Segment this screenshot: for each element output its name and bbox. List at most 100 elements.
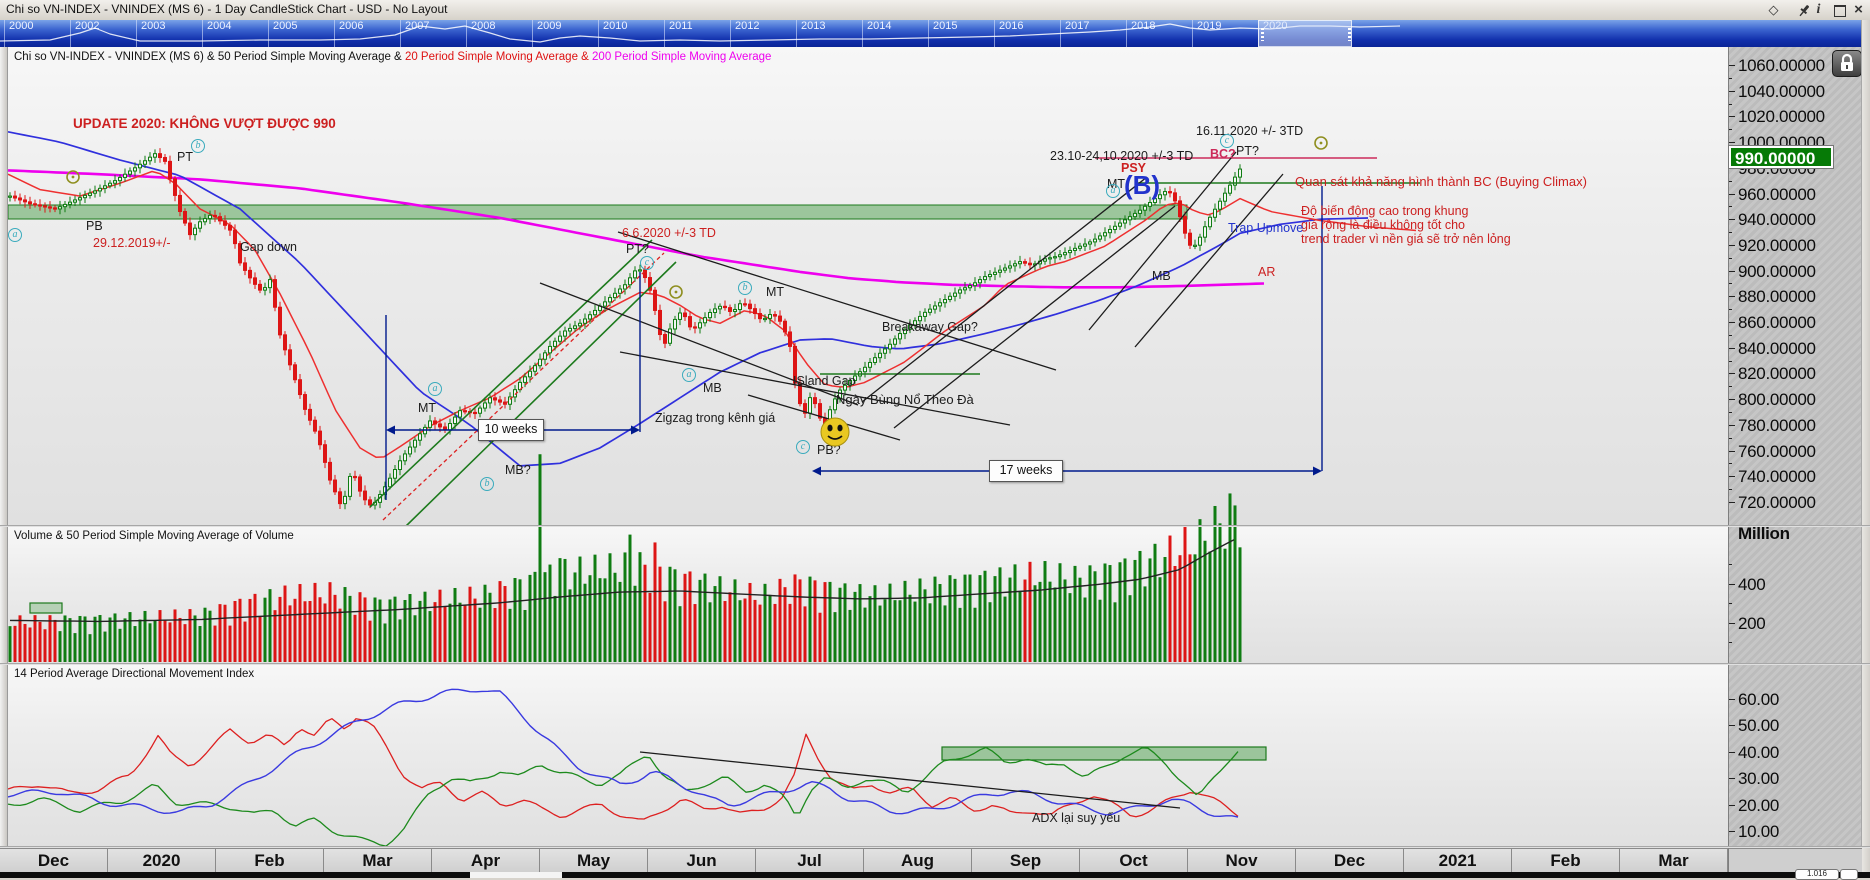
volume-panel[interactable] bbox=[0, 454, 1728, 665]
selection-grip-left[interactable] bbox=[1261, 28, 1264, 41]
axis-tick bbox=[1729, 386, 1732, 388]
navigator-year-2013[interactable]: 2013 bbox=[796, 20, 862, 47]
price-label-740: 740.00000 bbox=[1738, 467, 1816, 487]
navigator-year-2004[interactable]: 2004 bbox=[202, 20, 268, 47]
axis-tick bbox=[1729, 193, 1735, 195]
axis-tick bbox=[1729, 399, 1735, 401]
price-label-780: 780.00000 bbox=[1738, 415, 1816, 435]
adx-label-30.00: 30.00 bbox=[1738, 769, 1780, 789]
date-axis-cell: Mar bbox=[324, 849, 432, 873]
price-label-840: 840.00000 bbox=[1738, 338, 1816, 358]
date-axis-cell: 2021 bbox=[1404, 849, 1512, 873]
date-axis-cell: Oct bbox=[1080, 849, 1188, 873]
price-highlight-990: 990.00000 bbox=[1728, 145, 1834, 169]
axis-tick bbox=[1729, 373, 1735, 375]
year-navigator[interactable]: 2000 2002 2003 2004 2005 2006 2007 2008 2009 2010… bbox=[0, 20, 1870, 48]
price-label-1040: 1040.00000 bbox=[1738, 81, 1825, 101]
date-axis-cell: Apr bbox=[432, 849, 540, 873]
axis-tick bbox=[1729, 725, 1735, 727]
axis-tick bbox=[1729, 347, 1735, 349]
lock-button[interactable] bbox=[1832, 50, 1862, 77]
date-axis-cell: Feb bbox=[216, 849, 324, 873]
adx-label-50.00: 50.00 bbox=[1738, 716, 1780, 736]
date-axis-cell: Feb bbox=[1512, 849, 1620, 873]
navigator-year-2010[interactable]: 2010 bbox=[598, 20, 664, 47]
axis-tick bbox=[1729, 309, 1732, 311]
header-sma200-text: 200 Period Simple Moving Average bbox=[592, 51, 772, 63]
restore-icon[interactable] bbox=[1831, 2, 1848, 18]
pin-glyph bbox=[1799, 5, 1809, 17]
adx-label-40.00: 40.00 bbox=[1738, 742, 1780, 762]
axis-tick bbox=[1729, 476, 1735, 478]
volume-bars-layer bbox=[8, 454, 1242, 662]
price-label-900: 900.00000 bbox=[1738, 261, 1816, 281]
axis-tick bbox=[1729, 90, 1735, 92]
price-panel[interactable] bbox=[0, 47, 1728, 529]
navigator-year-2018[interactable]: 2018 bbox=[1126, 20, 1192, 47]
zoom-indicator[interactable]: 1.016 bbox=[1795, 869, 1839, 880]
navigator-year-2003[interactable]: 2003 bbox=[136, 20, 202, 47]
diamond-icon[interactable]: ◇ bbox=[1768, 2, 1779, 17]
navigator-year-2011[interactable]: 2011 bbox=[664, 20, 730, 47]
date-axis-cell: Dec bbox=[0, 849, 108, 873]
axis-tick bbox=[1729, 603, 1732, 605]
axis-tick bbox=[1729, 219, 1735, 221]
price-label-940: 940.00000 bbox=[1738, 210, 1816, 230]
axis-tick bbox=[1729, 270, 1735, 272]
date-axis-cell: Jun bbox=[648, 849, 756, 873]
volume-canvas bbox=[8, 454, 1242, 662]
selection-grip-right[interactable] bbox=[1348, 28, 1351, 41]
date-axis: Dec 2020 Feb Mar Apr May Jun Jul Aug Sep Oct Nov Dec… bbox=[0, 848, 1728, 873]
navigator-overview-line bbox=[0, 23, 1401, 43]
navigator-year-2009[interactable]: 2009 bbox=[532, 20, 598, 47]
date-axis-cell: Mar bbox=[1620, 849, 1728, 873]
date-axis-cell: Aug bbox=[864, 849, 972, 873]
navigator-year-2005[interactable]: 2005 bbox=[268, 20, 334, 47]
drawing-lines-layer bbox=[369, 151, 1420, 529]
axis-tick bbox=[1729, 206, 1732, 208]
axis-tick bbox=[1729, 424, 1735, 426]
adx-panel[interactable] bbox=[0, 665, 1728, 848]
navigator-year-2012[interactable]: 2012 bbox=[730, 20, 796, 47]
axis-tick bbox=[1729, 501, 1735, 503]
navigator-year-2000[interactable]: 2000 bbox=[4, 20, 70, 47]
price-panel-header: Chi so VN-INDEX - VNINDEX (MS 6) & 50 Pe… bbox=[14, 51, 771, 63]
zoom-button[interactable] bbox=[1840, 869, 1858, 880]
adx-label-10.00: 10.00 bbox=[1738, 822, 1780, 841]
pin-icon[interactable] bbox=[1787, 2, 1809, 18]
navigator-year-2006[interactable]: 2006 bbox=[334, 20, 400, 47]
volume-label-400: 400 bbox=[1738, 574, 1766, 594]
candles-layer bbox=[8, 148, 1242, 510]
price-label-760: 760.00000 bbox=[1738, 441, 1816, 461]
axis-tick bbox=[1729, 564, 1732, 565]
price-label-720: 720.00000 bbox=[1738, 492, 1816, 512]
date-axis-cell: May bbox=[540, 849, 648, 873]
axis-tick bbox=[1729, 65, 1735, 66]
axis-tick bbox=[1729, 244, 1735, 246]
axis-tick bbox=[1729, 437, 1732, 439]
axis-tick bbox=[1729, 296, 1735, 298]
price-label-1060: 1060.00000 bbox=[1738, 56, 1825, 75]
price-label-920: 920.00000 bbox=[1738, 235, 1816, 255]
info-icon[interactable]: i bbox=[1816, 2, 1821, 17]
window-titlebar[interactable]: Chi so VN-INDEX - VNINDEX (MS 6) - 1 Day… bbox=[0, 0, 1870, 21]
navigator-year-2014[interactable]: 2014 bbox=[862, 20, 928, 47]
close-icon[interactable]: × bbox=[1854, 1, 1863, 18]
header-symbol-text: Chi so VN-INDEX - VNINDEX (MS 6) & 50 Pe… bbox=[14, 51, 405, 63]
price-axis[interactable]: 1060.00000 1040.00000 1020.00000 1000.00000… bbox=[1728, 47, 1862, 872]
navigator-year-2015[interactable]: 2015 bbox=[928, 20, 994, 47]
axis-tick bbox=[1729, 751, 1735, 753]
navigator-selection[interactable] bbox=[1258, 20, 1352, 47]
axis-tick bbox=[1729, 411, 1732, 413]
axis-tick bbox=[1729, 283, 1732, 285]
axis-tick bbox=[1729, 831, 1735, 832]
price-chart-canvas bbox=[7, 130, 1420, 529]
price-label-880: 880.00000 bbox=[1738, 287, 1816, 307]
price-label-800: 800.00000 bbox=[1738, 390, 1816, 410]
price-label-1020: 1020.00000 bbox=[1738, 107, 1825, 127]
navigator-year-2016[interactable]: 2016 bbox=[994, 20, 1060, 47]
axis-tick bbox=[1729, 116, 1735, 118]
adx-label-20.00: 20.00 bbox=[1738, 795, 1780, 815]
bottom-strip bbox=[0, 872, 1870, 878]
